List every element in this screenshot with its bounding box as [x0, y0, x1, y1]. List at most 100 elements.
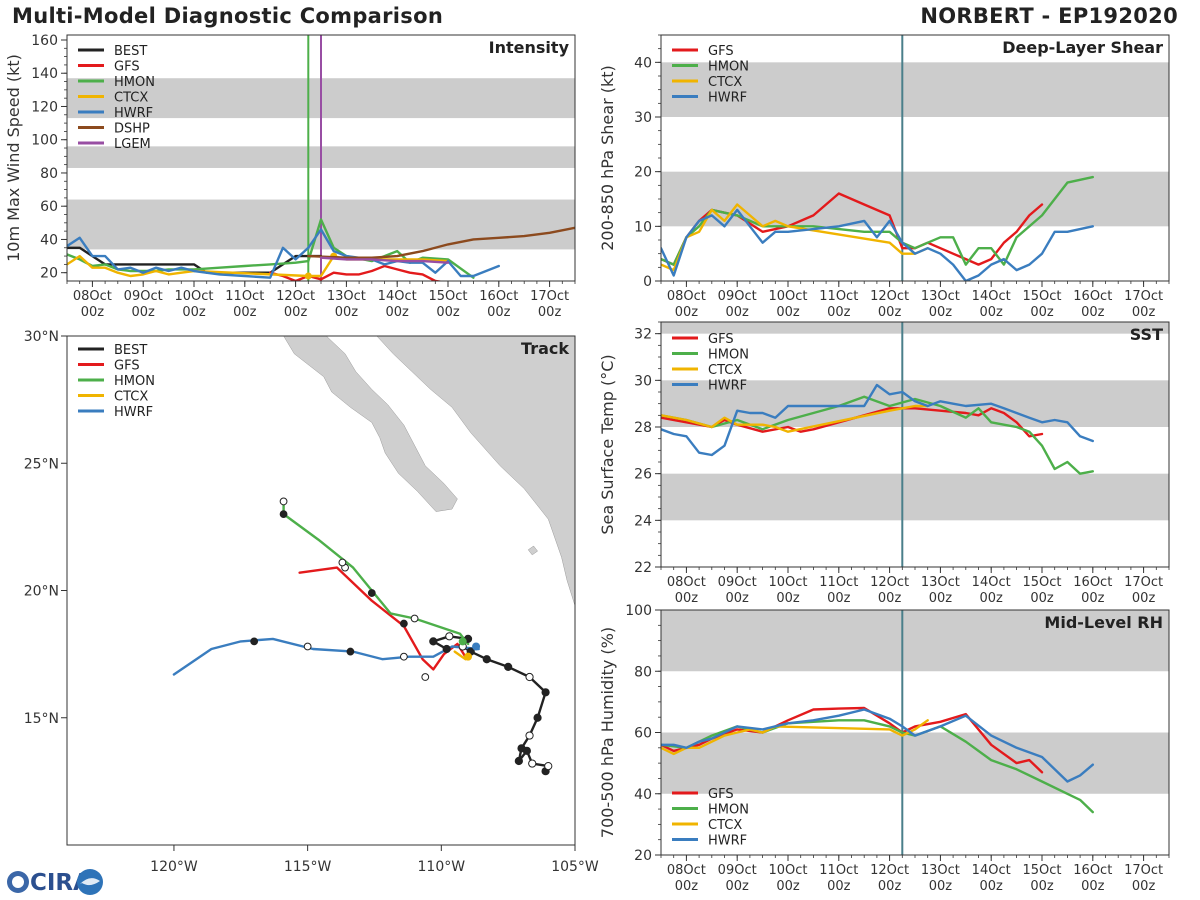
rh-x-tick-label: 16Oct — [1073, 863, 1112, 878]
cira-logo-cloud-icon — [80, 878, 100, 886]
shear-x-tick-label: 00z — [878, 305, 902, 320]
sst-band — [661, 473, 1169, 521]
intensity-title: Intensity — [489, 38, 570, 57]
shear-series-hwrf — [661, 208, 1095, 281]
track-path-best — [432, 635, 550, 773]
shear-band — [661, 62, 1169, 117]
rh-title: Mid-Level RH — [1044, 613, 1163, 632]
shear-x-tick-label: 15Oct — [1022, 289, 1061, 304]
track-best-point — [517, 744, 526, 753]
shear-x-tick-label: 00z — [1081, 305, 1105, 320]
intensity-y-tick-label: 140 — [31, 66, 58, 82]
shear-y-axis-label: 200-850 hPa Shear (kt) — [598, 65, 617, 251]
track-legend-label-hwrf: HWRF — [114, 405, 153, 420]
rh-frame — [660, 609, 1170, 856]
sst-x-tick-label: 10Oct — [768, 575, 807, 590]
rh-legend-label-hmon: HMON — [708, 803, 749, 818]
track-legend-label-hmon: HMON — [114, 374, 155, 389]
rh-x-tick-label: 00z — [980, 879, 1004, 894]
shear-y-tick-label: 40 — [634, 55, 652, 71]
rh-x-tick-label: 00z — [726, 879, 750, 894]
intensity-legend-label-best: BEST — [114, 44, 147, 59]
shear-y-tick-label: 10 — [634, 219, 652, 235]
rh-x-tick-label: 08Oct — [667, 863, 706, 878]
rh-band — [661, 610, 1169, 672]
shear-x-tick-label: 16Oct — [1073, 289, 1112, 304]
rh-y-axis-label: 700-500 hPa Humidity (%) — [598, 627, 617, 838]
shear-x-tick-label: 00z — [675, 305, 699, 320]
intensity-x-tick-label: 12Oct — [276, 289, 315, 304]
intensity-y-tick-label: 20 — [40, 266, 58, 282]
shear-band — [661, 171, 1169, 227]
sst-x-tick-label: 13Oct — [921, 575, 960, 590]
track-best-point — [429, 637, 438, 646]
track-best-point — [482, 655, 491, 664]
shear-x-tick-label: 00z — [1132, 305, 1156, 320]
sst-legend-label-gfs: GFS — [708, 332, 734, 347]
track-frame — [66, 335, 576, 846]
cira-logo: CIRA — [7, 869, 103, 896]
track-current-position-hwrf — [472, 642, 481, 651]
track-x-tick-label: 115°W — [284, 859, 332, 875]
shear-x-tick-label: 14Oct — [972, 289, 1011, 304]
sst-x-tick-label: 00z — [726, 591, 750, 606]
shear-x-tick-label: 00z — [776, 305, 800, 320]
track-model-point — [421, 673, 430, 681]
sst-y-tick-label: 24 — [634, 513, 652, 529]
shear-x-tick-label: 00z — [726, 305, 750, 320]
sst-series-group — [661, 383, 1095, 475]
sst-x-tick-label: 00z — [827, 591, 851, 606]
sst-x-tick-label: 14Oct — [972, 575, 1011, 590]
intensity-x-tick-label: 00z — [182, 305, 206, 320]
intensity-series-gfs — [269, 264, 445, 281]
track-best-point — [514, 756, 523, 766]
sst-x-tick-label: 17Oct — [1124, 575, 1163, 590]
rh-y-tick-label: 20 — [634, 848, 652, 864]
sst-y-tick-label: 22 — [634, 560, 652, 576]
rh-series-gfs — [661, 706, 1044, 774]
intensity-legend-label-dshp: DSHP — [114, 122, 150, 137]
rh-y-tick-label: 40 — [634, 787, 652, 803]
sst-band — [661, 380, 1169, 427]
track-best-point — [525, 672, 534, 682]
shear-y-tick-label: 0 — [643, 274, 652, 290]
shear-x-tick-label: 11Oct — [819, 289, 858, 304]
sst-x-tick-label: 15Oct — [1022, 575, 1061, 590]
cira-logo-ring-icon — [12, 876, 24, 888]
track-mainland-mexico — [376, 336, 575, 606]
intensity-legend-label-ctcx: CTCX — [114, 91, 148, 106]
shear-frame — [660, 34, 1170, 282]
track-best-point — [533, 713, 542, 722]
sst-series-ctcx — [661, 404, 929, 433]
track-y-tick-label: 15°N — [24, 711, 59, 727]
rh-x-tick-label: 00z — [929, 879, 953, 894]
track-y-tick-label: 30°N — [24, 329, 59, 345]
shear-x-tick-label: 00z — [929, 305, 953, 320]
sst-x-tick-label: 16Oct — [1073, 575, 1112, 590]
track-current-position-hmon — [458, 637, 467, 646]
rh-x-tick-label: 14Oct — [972, 863, 1011, 878]
sst-x-tick-label: 11Oct — [819, 575, 858, 590]
intensity-y-tick-label: 120 — [31, 99, 58, 115]
intensity-x-tick-label: 08Oct — [73, 289, 112, 304]
track-path-hmon — [282, 500, 470, 646]
track-best-point — [525, 731, 534, 740]
sst-legend-label-hwrf: HWRF — [708, 379, 747, 394]
shear-x-tick-label: 08Oct — [667, 289, 706, 304]
rh-x-tick-label: 15Oct — [1022, 863, 1061, 878]
intensity-x-tick-label: 00z — [386, 305, 410, 320]
track-y-tick-label: 20°N — [24, 584, 59, 600]
rh-band — [661, 732, 1169, 794]
rh-x-tick-label: 11Oct — [819, 863, 858, 878]
track-legend-label-ctcx: CTCX — [114, 390, 148, 405]
intensity-y-tick-label: 80 — [40, 166, 58, 182]
shear-x-tick-label: 10Oct — [768, 289, 807, 304]
intensity-y-tick-label: 160 — [31, 33, 58, 49]
rh-y-tick-label: 60 — [634, 726, 652, 742]
intensity-legend-label-hmon: HMON — [114, 75, 155, 90]
track-current-position-ctcx — [464, 652, 473, 661]
intensity-series-lgem — [319, 256, 450, 264]
track-legend-label-best: BEST — [114, 343, 147, 358]
intensity-x-tick-label: 17Oct — [530, 289, 569, 304]
shear-legend-label-hwrf: HWRF — [708, 91, 747, 106]
